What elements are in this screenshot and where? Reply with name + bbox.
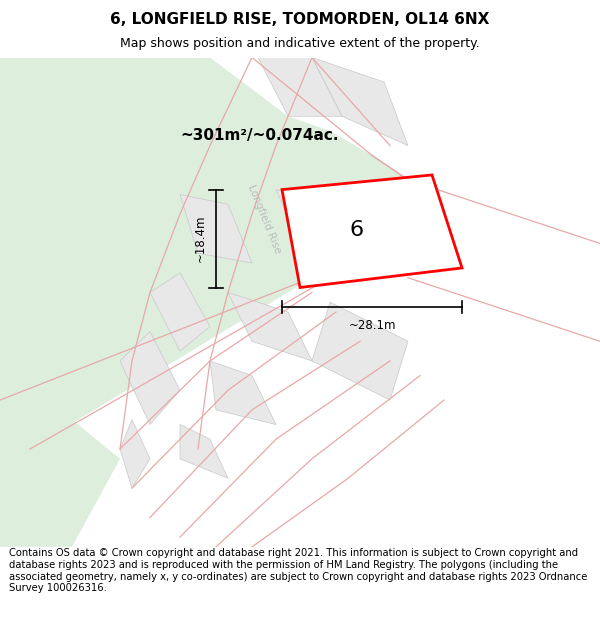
Polygon shape xyxy=(120,419,150,488)
Polygon shape xyxy=(282,175,462,288)
Polygon shape xyxy=(180,424,228,478)
Polygon shape xyxy=(258,58,342,116)
Text: 6: 6 xyxy=(350,220,364,240)
Text: ~18.4m: ~18.4m xyxy=(194,215,207,262)
Polygon shape xyxy=(228,292,312,361)
Text: Map shows position and indicative extent of the property.: Map shows position and indicative extent… xyxy=(120,38,480,51)
Polygon shape xyxy=(312,58,408,146)
Polygon shape xyxy=(120,331,180,424)
Text: Contains OS data © Crown copyright and database right 2021. This information is : Contains OS data © Crown copyright and d… xyxy=(9,549,587,593)
Polygon shape xyxy=(0,58,408,449)
Text: ~301m²/~0.074ac.: ~301m²/~0.074ac. xyxy=(180,128,338,143)
Text: 6, LONGFIELD RISE, TODMORDEN, OL14 6NX: 6, LONGFIELD RISE, TODMORDEN, OL14 6NX xyxy=(110,11,490,26)
Polygon shape xyxy=(150,273,210,351)
Polygon shape xyxy=(210,361,276,424)
Text: Longfield Rise: Longfield Rise xyxy=(245,183,283,255)
Polygon shape xyxy=(180,194,252,263)
Polygon shape xyxy=(276,189,360,263)
Polygon shape xyxy=(0,400,120,547)
Polygon shape xyxy=(312,302,408,400)
Text: ~28.1m: ~28.1m xyxy=(348,319,396,332)
